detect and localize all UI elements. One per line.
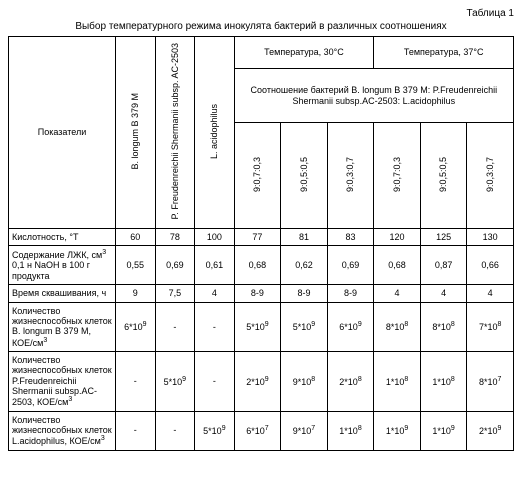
cell: 4 [467,285,514,302]
cell: 1*108 [327,411,374,450]
cell: 77 [234,228,281,245]
cell: 7*108 [467,302,514,351]
cell: 7,5 [155,285,195,302]
cell: 8*107 [467,351,514,411]
cell: - [155,302,195,351]
cell: 0,66 [467,246,514,285]
table-row: Количество жизнеспособных клеток B. long… [9,302,514,351]
header-ratio: 9:0,3:0,7 [327,123,374,229]
cell: 5*109 [281,302,328,351]
cell: 1*108 [420,351,467,411]
cell: 4 [374,285,421,302]
cell: 9*107 [281,411,328,450]
cell: 2*109 [467,411,514,450]
cell: 6*107 [234,411,281,450]
cell: 2*109 [234,351,281,411]
header-ratio: 9:0,5:0,5 [281,123,328,229]
header-ratio: 9:0,5:0,5 [420,123,467,229]
header-temp37: Температура, 37°C [374,37,514,69]
cell: 9*108 [281,351,328,411]
cell: 2*108 [327,351,374,411]
header-bact3: L. acidophilus [195,37,235,229]
cell: 6*109 [327,302,374,351]
cell: 120 [374,228,421,245]
cell: 100 [195,228,235,245]
table-row: Количество жизнеспособных клеток L.acido… [9,411,514,450]
header-indicators: Показатели [9,37,116,229]
header-temp30: Температура, 30°C [234,37,374,69]
row-label: Количество жизнеспособных клеток P.Freud… [9,351,116,411]
row-label: Содержание ЛЖК, см3 0,1 н NaOH в 100 г п… [9,246,116,285]
header-ratio: 9:0,7:0,3 [234,123,281,229]
cell: 0,62 [281,246,328,285]
cell: 0,68 [234,246,281,285]
header-ratio: 9:0,3:0,7 [467,123,514,229]
cell: 125 [420,228,467,245]
cell: 78 [155,228,195,245]
cell: - [116,411,156,450]
cell: 5*109 [155,351,195,411]
row-label: Время сквашивания, ч [9,285,116,302]
table-row: Содержание ЛЖК, см3 0,1 н NaOH в 100 г п… [9,246,514,285]
cell: 8*108 [374,302,421,351]
cell: 0,69 [155,246,195,285]
data-table: Показатели B. longum B 379 M P. Freudenr… [8,36,514,451]
cell: 1*109 [420,411,467,450]
cell: 8-9 [327,285,374,302]
header-bact1: B. longum B 379 M [116,37,156,229]
table-row: Кислотность, °T6078100778183120125130 [9,228,514,245]
table-row: Количество жизнеспособных клеток P.Freud… [9,351,514,411]
cell: 4 [420,285,467,302]
cell: 0,55 [116,246,156,285]
cell: 0,69 [327,246,374,285]
header-ratio-caption: Соотношение бактерий B. longum B 379 M: … [234,69,513,123]
cell: 0,68 [374,246,421,285]
table-number: Таблица 1 [8,8,514,19]
cell: 83 [327,228,374,245]
cell: 9 [116,285,156,302]
header-ratio: 9:0,7:0,3 [374,123,421,229]
cell: 0,61 [195,246,235,285]
cell: 0,87 [420,246,467,285]
cell: 130 [467,228,514,245]
cell: 6*109 [116,302,156,351]
cell: - [155,411,195,450]
cell: - [195,351,235,411]
row-label: Количество жизнеспособных клеток B. long… [9,302,116,351]
table-title: Выбор температурного режима инокулята ба… [8,21,514,32]
cell: 60 [116,228,156,245]
row-label: Кислотность, °T [9,228,116,245]
cell: 8-9 [234,285,281,302]
cell: - [195,302,235,351]
cell: 8*108 [420,302,467,351]
cell: 4 [195,285,235,302]
cell: 5*109 [195,411,235,450]
cell: 81 [281,228,328,245]
cell: 1*109 [374,411,421,450]
table-row: Время сквашивания, ч97,548-98-98-9444 [9,285,514,302]
cell: - [116,351,156,411]
row-label: Количество жизнеспособных клеток L.acido… [9,411,116,450]
cell: 1*108 [374,351,421,411]
cell: 5*109 [234,302,281,351]
cell: 8-9 [281,285,328,302]
header-bact2: P. Freudenreichii Shermanii subsp. AC-25… [155,37,195,229]
